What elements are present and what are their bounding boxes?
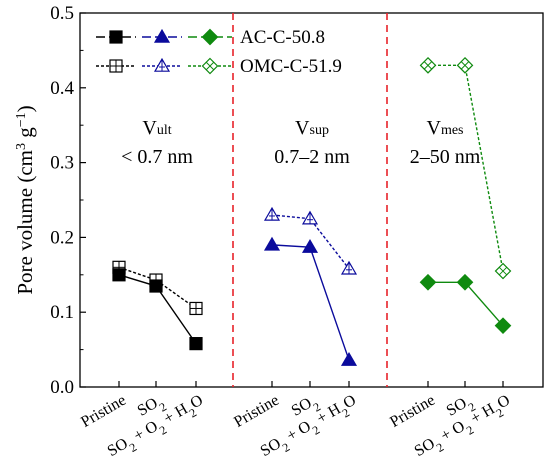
legend-label: OMC-C-51.9 (240, 56, 342, 77)
panel-label-sup: Vsup (295, 117, 329, 139)
y-tick-label: 0.3 (50, 153, 74, 174)
data-point-marker (301, 239, 319, 253)
series-ult-ac (112, 268, 203, 351)
data-point-marker (494, 317, 512, 335)
data-point-marker (109, 30, 123, 44)
y-axis: 0.0 0.1 0.2 0.3 0.4 0.5 (50, 3, 86, 398)
y-tick-label: 0.1 (50, 302, 74, 323)
data-point-marker (149, 279, 163, 293)
series-sup-omc (263, 206, 358, 275)
series-sup-ac (263, 236, 358, 366)
data-point-marker (263, 236, 281, 251)
data-point-marker (201, 28, 219, 46)
x-category-label: Pristine (78, 392, 129, 431)
series-line (428, 64, 504, 272)
x-category-label: Pristine (231, 392, 282, 431)
series-line (271, 214, 350, 270)
marker-cross-b (205, 61, 215, 71)
y-tick-label: 0.5 (50, 3, 74, 24)
data-point-marker (189, 337, 203, 351)
panel-label-ult: Vult (142, 117, 171, 139)
y-tick-label: 0.2 (50, 227, 74, 248)
legend-label: AC-C-50.8 (240, 27, 325, 48)
panel-label-mes: Vmes (426, 117, 463, 139)
data-point-marker (112, 268, 126, 282)
data-point-marker (456, 273, 474, 291)
marker-cross-b (498, 266, 508, 276)
data-point-marker (153, 28, 171, 43)
x-category-label: Pristine (387, 392, 438, 431)
series-mes-ac (419, 273, 512, 335)
legend: AC-C-50.8 OMC-C-51.9 (96, 27, 342, 77)
y-axis-title: Pore volume (cm3 g−1) (13, 105, 37, 294)
panel-range-sup: 0.7–2 nm (274, 146, 350, 168)
panel-range-ult: < 0.7 nm (121, 146, 193, 168)
series-line (271, 244, 350, 361)
data-point-marker (419, 273, 437, 291)
marker-cross-b (460, 61, 470, 70)
panel-range-mes: 2–50 nm (410, 146, 481, 168)
y-tick-label: 0.0 (50, 377, 74, 398)
marker-cross-b (423, 61, 433, 70)
y-tick-label: 0.4 (50, 78, 74, 99)
series-mes-omc (419, 57, 512, 280)
series-line (118, 266, 197, 310)
data-point-marker (340, 351, 358, 366)
